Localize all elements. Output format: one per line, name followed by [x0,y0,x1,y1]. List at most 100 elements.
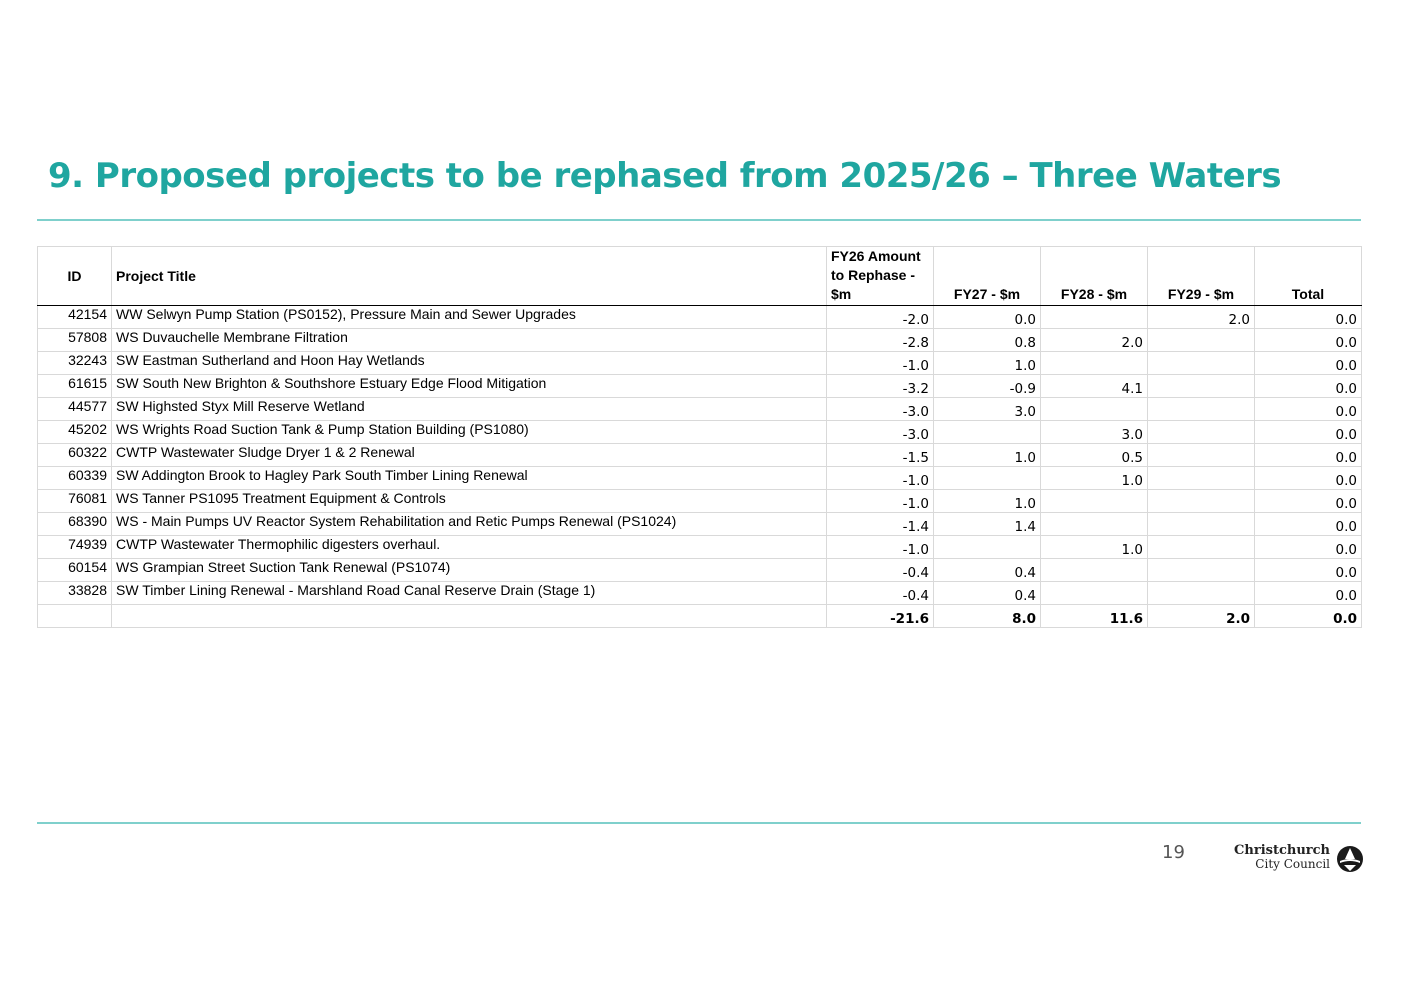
cell-id: 60339 [37,466,112,490]
table-row: 32243 SW Eastman Sutherland and Hoon Hay … [37,351,1362,375]
cell-fy27: 0.8 [933,328,1041,352]
cell-fy26: -1.5 [826,443,934,467]
cell-fy27: 0.4 [933,581,1041,605]
cell-project-title: WS Duvauchelle Membrane Filtration [111,328,827,352]
cell-project-title: WS - Main Pumps UV Reactor System Rehabi… [111,512,827,536]
cell-fy29 [1147,581,1255,605]
cell-fy29 [1147,489,1255,513]
header-fy26-line3: $m [831,286,852,302]
cell-id: 60154 [37,558,112,582]
total-fy29: 2.0 [1147,604,1255,628]
cell-fy28: 1.0 [1040,466,1148,490]
footer-divider [37,822,1361,824]
table-row: 76081 WS Tanner PS1095 Treatment Equipmen… [37,489,1362,513]
cell-fy28: 3.0 [1040,420,1148,444]
cell-fy28 [1040,489,1148,513]
cell-fy29 [1147,443,1255,467]
cell-fy29 [1147,328,1255,352]
cell-project-title: SW South New Brighton & Southshore Estua… [111,374,827,398]
table-row: 33828 SW Timber Lining Renewal - Marshlan… [37,581,1362,605]
cell-fy27: 1.4 [933,512,1041,536]
council-logo: Christchurch City Council [1234,843,1364,875]
header-fy26-amount: FY26 Amount to Rephase - $m [826,246,934,306]
logo-line2: City Council [1255,857,1330,871]
cell-id: 68390 [37,512,112,536]
header-id: ID [37,246,112,306]
cell-fy28 [1040,397,1148,421]
cell-fy27 [933,420,1041,444]
header-fy26-line2: to Rephase - [831,267,916,283]
table-header-row: ID Project Title FY26 Amount to Rephase … [37,246,1362,306]
cell-total: 0.0 [1254,420,1362,444]
cell-total: 0.0 [1254,581,1362,605]
cell-fy28: 4.1 [1040,374,1148,398]
cell-fy29: 2.0 [1147,305,1255,329]
cell-total: 0.0 [1254,351,1362,375]
cell-total: 0.0 [1254,466,1362,490]
totals-row: -21.6 8.0 11.6 2.0 0.0 [37,604,1362,628]
cell-empty [37,604,112,628]
cell-fy27: -0.9 [933,374,1041,398]
cell-fy28 [1040,581,1148,605]
table-row: 61615 SW South New Brighton & Southshore … [37,374,1362,398]
cell-fy26: -1.0 [826,489,934,513]
total-fy28: 11.6 [1040,604,1148,628]
cell-fy27: 1.0 [933,489,1041,513]
cell-id: 44577 [37,397,112,421]
cell-id: 61615 [37,374,112,398]
cell-fy26: -1.0 [826,351,934,375]
cell-id: 42154 [37,305,112,329]
cell-fy26: -1.0 [826,466,934,490]
header-fy26-line1: FY26 Amount [831,248,921,264]
header-fy29: FY29 - $m [1147,246,1255,306]
cell-total: 0.0 [1254,512,1362,536]
cell-fy26: -0.4 [826,581,934,605]
header-fy27: FY27 - $m [933,246,1041,306]
title-divider [37,219,1361,221]
projects-table: ID Project Title FY26 Amount to Rephase … [37,246,1362,628]
cell-id: 57808 [37,328,112,352]
table-row: 45202 WS Wrights Road Suction Tank & Pump… [37,420,1362,444]
table-row: 44577 SW Highsted Styx Mill Reserve Wetla… [37,397,1362,421]
cell-fy27: 0.0 [933,305,1041,329]
cell-fy27: 3.0 [933,397,1041,421]
table-row: 60339 SW Addington Brook to Hagley Park S… [37,466,1362,490]
cell-fy29 [1147,558,1255,582]
cell-project-title: SW Eastman Sutherland and Hoon Hay Wetla… [111,351,827,375]
cell-id: 60322 [37,443,112,467]
cell-fy26: -1.4 [826,512,934,536]
cell-fy26: -1.0 [826,535,934,559]
cell-fy28 [1040,351,1148,375]
cell-fy26: -3.0 [826,420,934,444]
cell-fy26: -2.8 [826,328,934,352]
header-total: Total [1254,246,1362,306]
cell-total: 0.0 [1254,443,1362,467]
cell-fy28: 2.0 [1040,328,1148,352]
table-row: 74939 CWTP Wastewater Thermophilic digest… [37,535,1362,559]
header-project-title: Project Title [111,246,827,306]
cell-id: 33828 [37,581,112,605]
cell-fy29 [1147,535,1255,559]
cell-fy28: 0.5 [1040,443,1148,467]
page-title: 9. Proposed projects to be rephased from… [48,156,1282,196]
cell-total: 0.0 [1254,489,1362,513]
logo-line1: Christchurch [1234,843,1330,858]
cell-fy26: -2.0 [826,305,934,329]
table-row: 60154 WS Grampian Street Suction Tank Ren… [37,558,1362,582]
cell-id: 76081 [37,489,112,513]
total-total: 0.0 [1254,604,1362,628]
total-fy26: -21.6 [826,604,934,628]
cell-project-title: CWTP Wastewater Sludge Dryer 1 & 2 Renew… [111,443,827,467]
cell-total: 0.0 [1254,558,1362,582]
cell-project-title: CWTP Wastewater Thermophilic digesters o… [111,535,827,559]
cell-fy28 [1040,512,1148,536]
cell-fy26: -0.4 [826,558,934,582]
cell-fy27: 1.0 [933,443,1041,467]
cell-fy27 [933,466,1041,490]
cell-fy26: -3.0 [826,397,934,421]
cell-id: 45202 [37,420,112,444]
cell-total: 0.0 [1254,328,1362,352]
cell-fy29 [1147,466,1255,490]
cell-project-title: WS Wrights Road Suction Tank & Pump Stat… [111,420,827,444]
cell-fy28: 1.0 [1040,535,1148,559]
